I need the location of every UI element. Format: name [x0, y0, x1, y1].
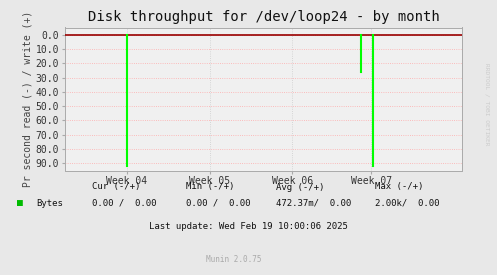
Text: 472.37m/  0.00: 472.37m/ 0.00 [276, 199, 351, 208]
Text: Last update: Wed Feb 19 10:00:06 2025: Last update: Wed Feb 19 10:00:06 2025 [149, 222, 348, 231]
Text: Min (-/+): Min (-/+) [186, 183, 235, 191]
Text: Bytes: Bytes [36, 199, 63, 208]
Text: Avg (-/+): Avg (-/+) [276, 183, 324, 191]
Y-axis label: Pr second read (-) / write (+): Pr second read (-) / write (+) [23, 11, 33, 187]
Text: 0.00 /  0.00: 0.00 / 0.00 [92, 199, 157, 208]
Text: 0.00 /  0.00: 0.00 / 0.00 [186, 199, 251, 208]
Title: Disk throughput for /dev/loop24 - by month: Disk throughput for /dev/loop24 - by mon… [87, 10, 439, 24]
Text: Cur (-/+): Cur (-/+) [92, 183, 140, 191]
Text: RRDTOOL / TOBI OETIKER: RRDTOOL / TOBI OETIKER [485, 63, 490, 146]
Text: 2.00k/  0.00: 2.00k/ 0.00 [375, 199, 440, 208]
Text: ■: ■ [17, 199, 23, 208]
Text: Max (-/+): Max (-/+) [375, 183, 423, 191]
Text: Munin 2.0.75: Munin 2.0.75 [206, 255, 261, 264]
